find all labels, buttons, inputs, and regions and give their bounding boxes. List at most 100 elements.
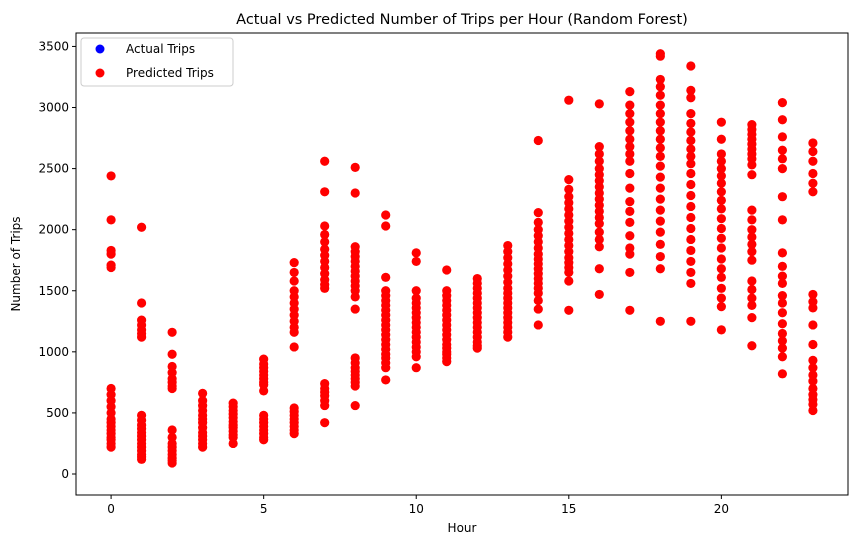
- point-predicted: [655, 216, 665, 226]
- point-predicted: [167, 349, 177, 359]
- point-predicted: [625, 109, 635, 119]
- point-predicted: [625, 156, 635, 166]
- point-predicted: [198, 442, 208, 452]
- point-predicted: [808, 355, 818, 365]
- x-tick-label: 5: [260, 502, 268, 516]
- point-predicted: [625, 87, 635, 97]
- point-predicted: [686, 179, 696, 190]
- point-predicted: [686, 61, 696, 71]
- point-predicted: [777, 163, 788, 174]
- point-predicted: [228, 438, 238, 449]
- point-predicted: [259, 386, 269, 396]
- point-predicted: [808, 320, 818, 330]
- point-predicted: [686, 212, 696, 223]
- point-predicted: [686, 234, 696, 245]
- point-predicted: [655, 126, 665, 136]
- point-predicted: [747, 300, 757, 311]
- point-predicted: [716, 178, 726, 188]
- point-predicted: [716, 171, 726, 181]
- point-predicted: [381, 210, 391, 220]
- point-predicted: [747, 293, 757, 303]
- point-predicted: [716, 243, 726, 253]
- point-predicted: [625, 217, 635, 227]
- point-predicted: [777, 336, 788, 346]
- point-predicted: [411, 352, 421, 362]
- point-predicted: [655, 194, 665, 204]
- point-predicted: [655, 316, 665, 326]
- point-predicted: [777, 271, 788, 281]
- point-predicted: [320, 221, 330, 231]
- point-predicted: [106, 171, 116, 181]
- x-tick-label: 0: [107, 502, 115, 516]
- point-predicted: [350, 162, 360, 172]
- point-predicted: [137, 298, 147, 308]
- point-predicted: [777, 308, 788, 318]
- point-predicted: [777, 248, 788, 258]
- legend-label-actual: Actual Trips: [126, 42, 195, 56]
- point-predicted: [411, 248, 421, 258]
- y-tick-label: 3500: [38, 39, 69, 53]
- point-predicted: [350, 400, 360, 411]
- point-predicted: [716, 223, 726, 234]
- point-predicted: [808, 405, 818, 416]
- point-predicted: [289, 342, 299, 352]
- point-predicted: [137, 454, 147, 464]
- point-predicted: [320, 418, 330, 428]
- point-predicted: [106, 215, 116, 225]
- point-predicted: [106, 262, 116, 273]
- point-predicted: [777, 298, 788, 308]
- x-tick-label: 10: [409, 502, 424, 516]
- point-predicted: [289, 267, 299, 278]
- point-predicted: [808, 146, 818, 157]
- y-axis: 0 500 1000 1500 2000 2500 3000 3500: [38, 39, 76, 481]
- point-predicted: [808, 168, 818, 179]
- point-predicted: [655, 151, 665, 161]
- point-predicted: [625, 117, 635, 127]
- point-predicted: [350, 304, 360, 314]
- point-predicted: [625, 100, 635, 110]
- point-predicted: [594, 149, 604, 159]
- point-predicted: [777, 328, 788, 339]
- point-predicted: [686, 245, 696, 256]
- y-axis-label: Number of Trips: [9, 216, 23, 311]
- point-predicted: [503, 332, 513, 342]
- point-predicted: [411, 286, 421, 296]
- x-axis-label: Hour: [448, 521, 477, 535]
- point-predicted: [777, 278, 788, 289]
- point-predicted: [625, 168, 635, 179]
- point-predicted: [777, 192, 788, 202]
- point-predicted: [320, 187, 330, 197]
- point-predicted: [625, 149, 635, 159]
- point-predicted: [686, 118, 696, 128]
- point-predicted: [686, 278, 696, 289]
- point-predicted: [686, 190, 696, 201]
- point-predicted: [625, 231, 635, 241]
- point-predicted: [686, 256, 696, 267]
- point-predicted: [655, 264, 665, 274]
- point-predicted: [716, 195, 726, 205]
- point-predicted: [777, 261, 788, 271]
- y-tick-label: 2500: [38, 162, 69, 176]
- point-predicted: [137, 332, 147, 342]
- point-predicted: [808, 363, 818, 373]
- point-predicted: [533, 217, 543, 227]
- point-predicted: [259, 435, 269, 445]
- point-predicted: [411, 363, 421, 373]
- point-predicted: [747, 239, 757, 249]
- point-predicted: [686, 144, 696, 154]
- point-predicted: [533, 135, 543, 146]
- point-predicted: [381, 375, 391, 385]
- point-predicted: [533, 288, 543, 298]
- point-predicted: [686, 316, 696, 326]
- point-predicted: [686, 93, 696, 103]
- point-predicted: [625, 134, 635, 144]
- point-predicted: [472, 343, 482, 353]
- point-predicted: [655, 117, 665, 127]
- legend: Actual Trips Predicted Trips: [80, 37, 234, 87]
- point-predicted: [320, 156, 330, 166]
- point-predicted: [777, 215, 788, 225]
- point-predicted: [564, 95, 574, 105]
- point-predicted: [198, 388, 208, 398]
- point-predicted: [747, 341, 757, 351]
- point-predicted: [381, 363, 391, 373]
